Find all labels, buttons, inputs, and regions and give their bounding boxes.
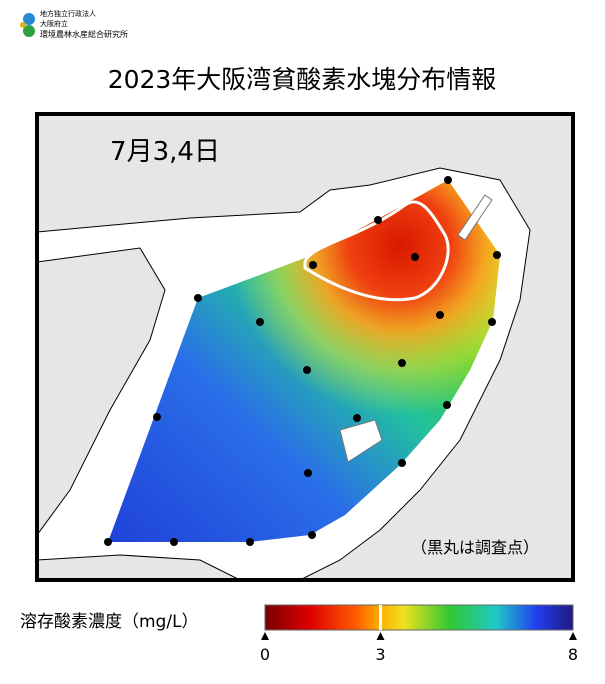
tick-mark	[261, 632, 269, 640]
org-line: 環境農林水産総合研究所	[40, 29, 128, 39]
tick-mark	[569, 632, 577, 640]
station	[104, 538, 112, 546]
station	[303, 366, 311, 374]
title: 2023年大阪湾貧酸素水塊分布情報	[108, 65, 497, 94]
map-frame	[35, 112, 575, 582]
org-line: 大阪府立	[40, 19, 68, 28]
station	[443, 401, 451, 409]
station	[436, 311, 444, 319]
station	[309, 261, 317, 269]
date: 7月3,4日	[110, 137, 220, 167]
station	[153, 413, 161, 421]
logo: 地方独立行政法人 大阪府立 環境農林水産総合研究所	[20, 9, 128, 39]
colorbar	[264, 604, 574, 631]
station	[444, 176, 452, 184]
station	[256, 318, 264, 326]
tick-label: 8	[568, 645, 578, 664]
station	[398, 359, 406, 367]
org-line: 地方独立行政法人	[40, 9, 96, 18]
station	[398, 459, 406, 467]
map	[37, 114, 573, 580]
station	[246, 538, 254, 546]
station	[304, 469, 312, 477]
colorbar-label: 溶存酸素濃度（mg/L）	[20, 612, 199, 632]
station	[374, 216, 382, 224]
station	[194, 294, 202, 302]
tick-mark	[376, 632, 385, 640]
station	[353, 414, 361, 422]
tick-label: 3	[375, 645, 385, 664]
station	[308, 531, 316, 539]
station	[493, 251, 501, 259]
station	[170, 538, 178, 546]
tick-label: 0	[260, 645, 270, 664]
note: （黒丸は調査点）	[411, 538, 539, 557]
station	[411, 253, 419, 261]
station	[488, 318, 496, 326]
